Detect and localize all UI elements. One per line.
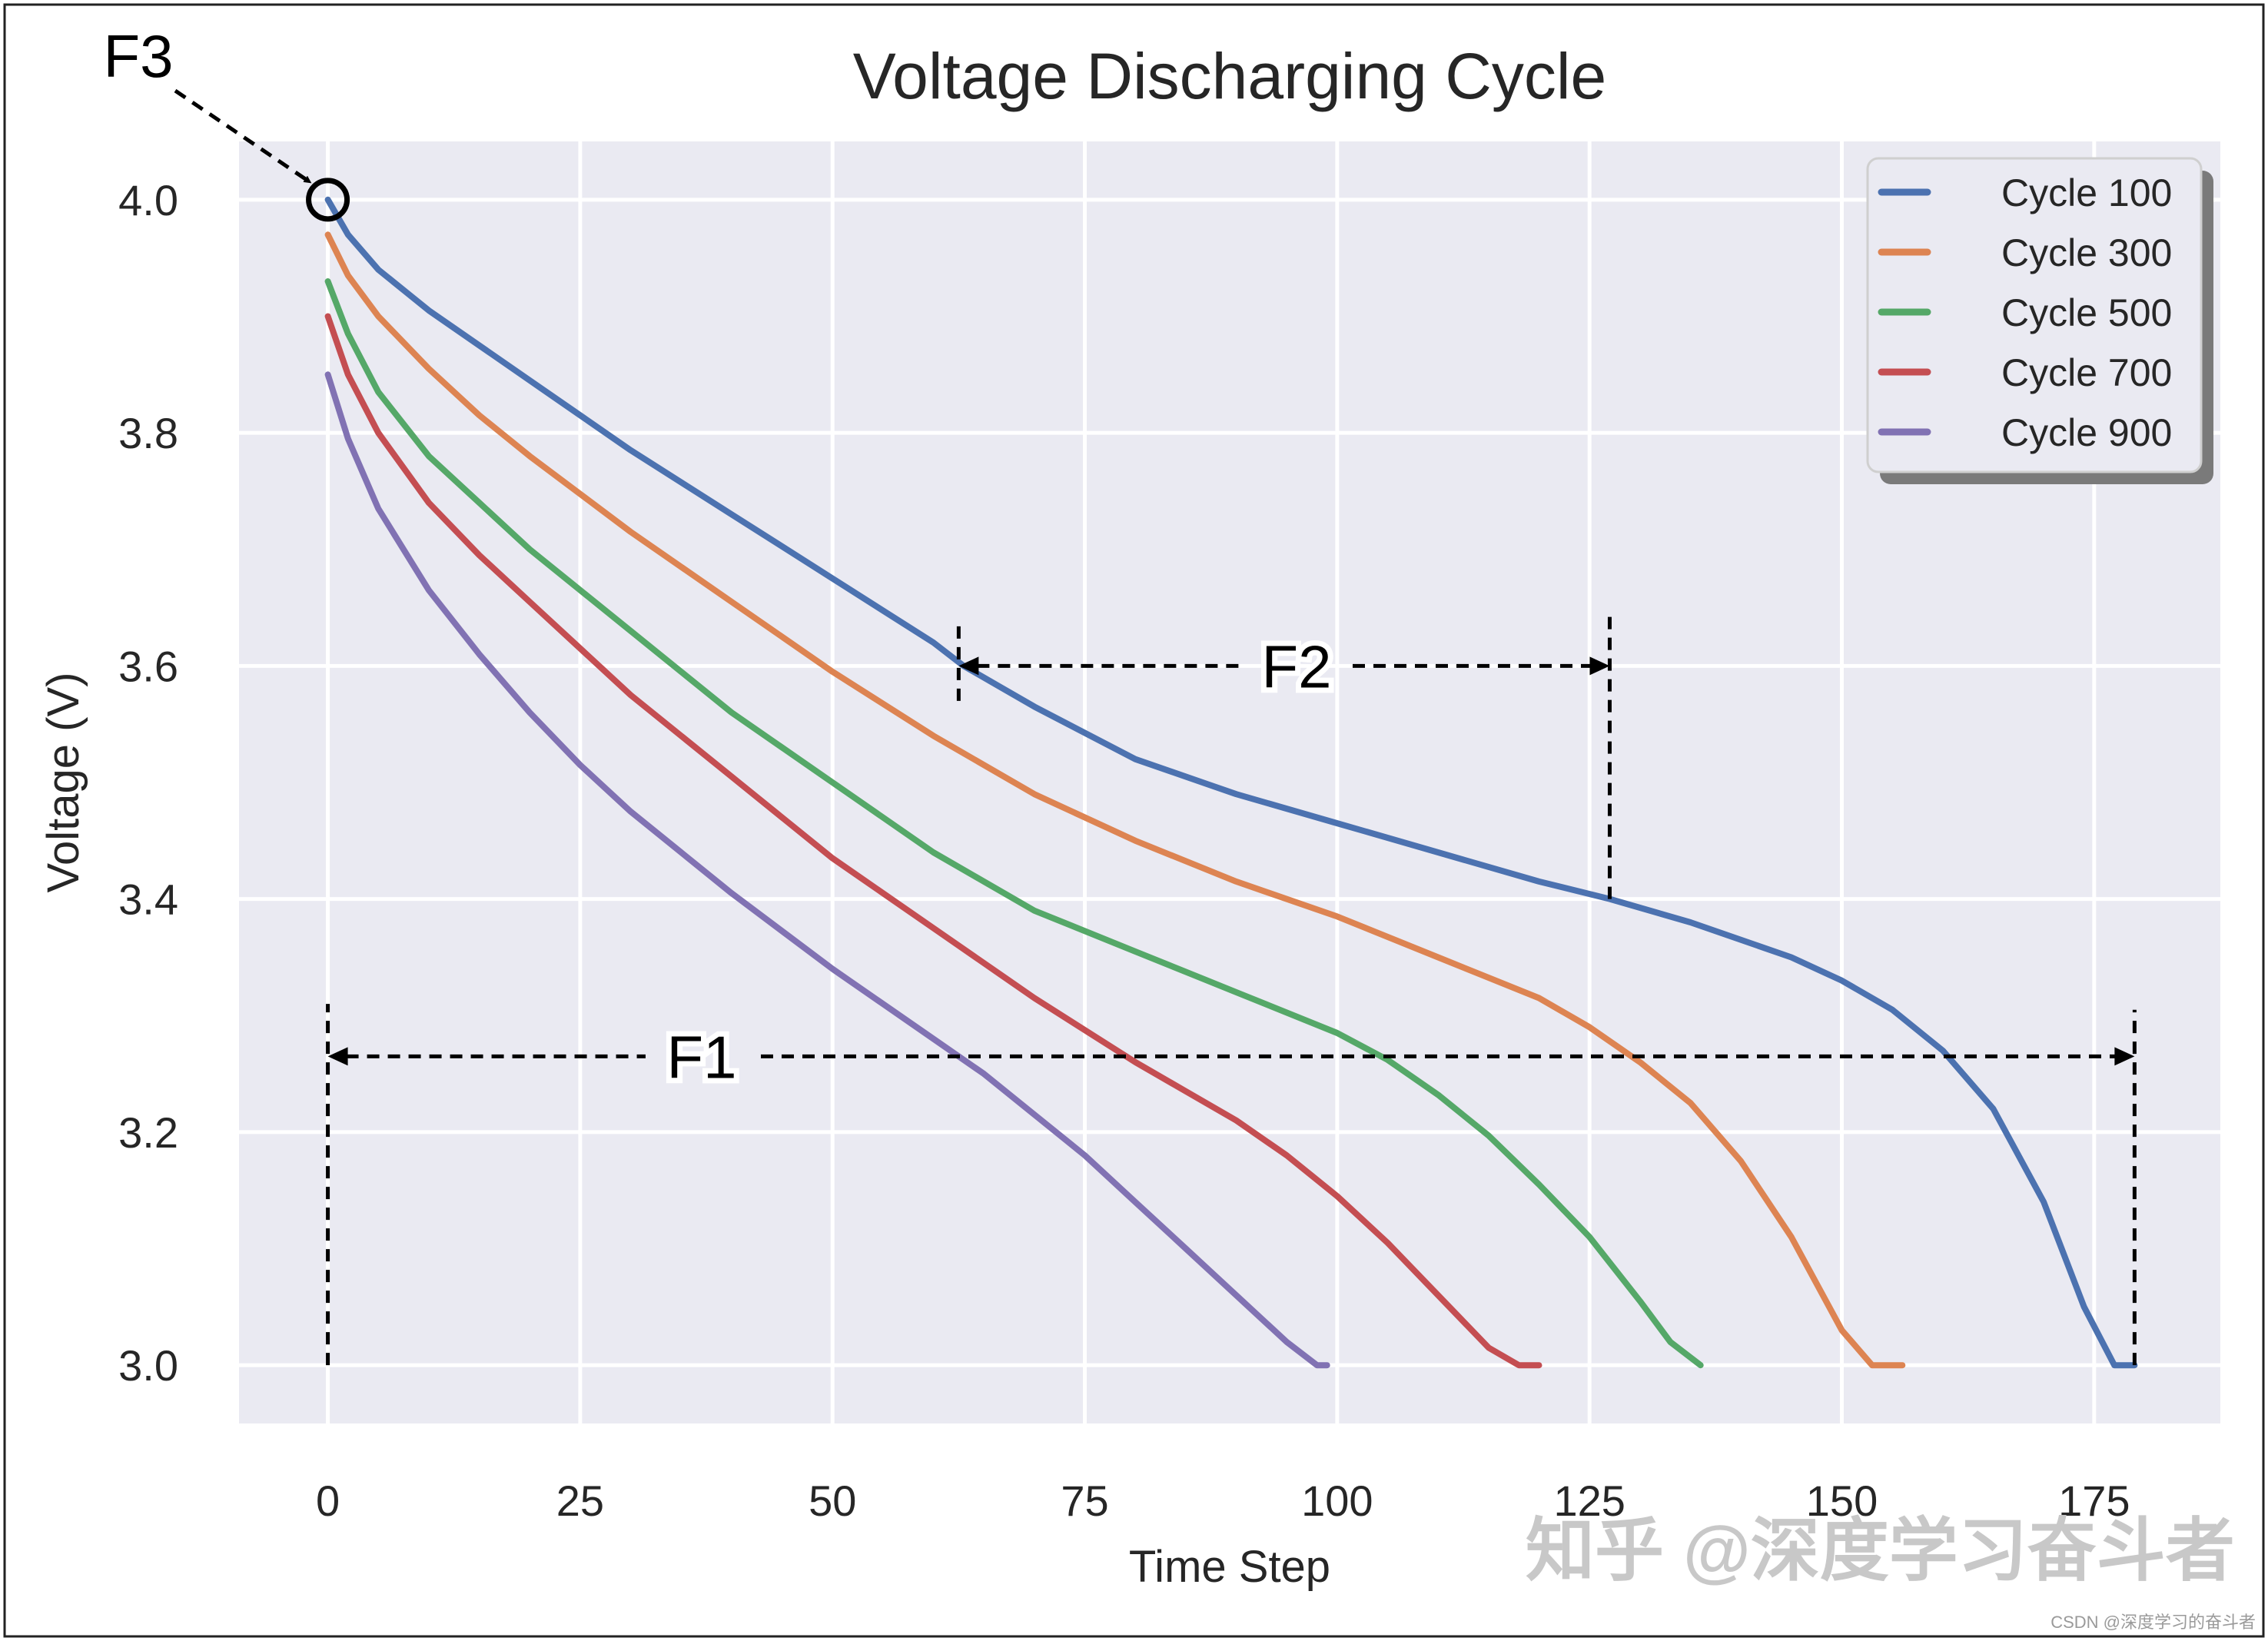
series-line-cycle-300 xyxy=(324,231,1906,1369)
legend-box xyxy=(1866,157,2203,473)
legend-label: Cycle 300 xyxy=(2001,231,2172,274)
tick-labels: 0 25 50 75 100 125 150 175 3.0 3.2 3.4 3.6 3.8 4.0 xyxy=(118,176,2130,1525)
f2-arrowhead-right xyxy=(1589,656,1610,676)
f1-arrowhead-left xyxy=(327,1047,348,1066)
x-axis-label: Time Step xyxy=(1129,1542,1330,1592)
x-tick-label: 75 xyxy=(1061,1477,1108,1525)
y-axis-label: Voltage (V) xyxy=(38,673,88,893)
f3-label: F3 xyxy=(103,22,173,90)
y-tick-label: 3.4 xyxy=(118,875,178,924)
x-tick-label: 25 xyxy=(556,1477,604,1525)
x-tick-label: 175 xyxy=(2058,1477,2130,1525)
annotations-group: F1 F2 F3 xyxy=(98,17,2137,1366)
series-line-cycle-700 xyxy=(324,313,1542,1369)
legend-label: Cycle 900 xyxy=(2001,411,2172,454)
series-line-cycle-100 xyxy=(324,196,2138,1369)
f2-label: F2 xyxy=(1261,633,1331,700)
x-tick-label: 100 xyxy=(1301,1477,1373,1525)
f1-arrowhead-right xyxy=(2114,1047,2135,1066)
f3-arrow-line xyxy=(174,88,312,184)
legend-label: Cycle 100 xyxy=(2001,171,2172,214)
series-line-cycle-500 xyxy=(324,278,1704,1369)
y-tick-label: 3.8 xyxy=(118,409,178,457)
y-tick-label: 3.0 xyxy=(118,1341,178,1390)
y-tick-label: 4.0 xyxy=(118,176,178,224)
x-tick-label: 50 xyxy=(809,1477,856,1525)
series-line-cycle-900 xyxy=(324,371,1330,1369)
grid-lines xyxy=(239,141,2220,1423)
x-tick-label: 150 xyxy=(1806,1477,1878,1525)
watermark-zhihu: 知乎 @深度学习奋斗者 xyxy=(1526,1513,2235,1590)
legend-label: Cycle 500 xyxy=(2001,291,2172,334)
x-tick-label: 125 xyxy=(1553,1477,1625,1525)
legend: Cycle 100 Cycle 300 Cycle 500 Cycle 700 Cycl… xyxy=(1866,157,2213,484)
legend-label: Cycle 700 xyxy=(2001,351,2172,394)
x-tick-label: 0 xyxy=(316,1477,340,1525)
chart-title: Voltage Discharging Cycle xyxy=(853,40,1607,112)
y-tick-label: 3.6 xyxy=(118,642,178,690)
f1-label: F1 xyxy=(666,1023,736,1091)
series-group xyxy=(324,196,2138,1369)
f2-arrowhead-left xyxy=(958,656,979,676)
f3-marker-circle xyxy=(306,178,350,222)
watermark-csdn: CSDN @深度学习的奋斗者 xyxy=(2050,1613,2256,1632)
y-tick-label: 3.2 xyxy=(118,1108,178,1157)
